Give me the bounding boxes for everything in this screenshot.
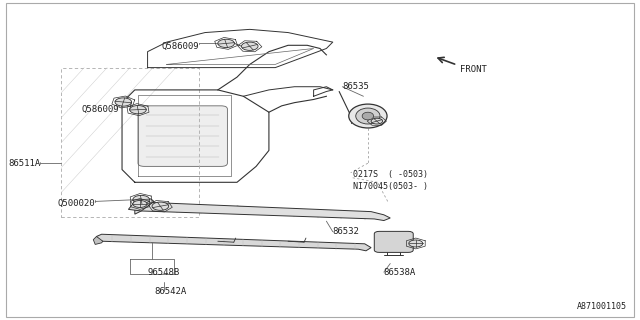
Circle shape <box>218 39 234 48</box>
Circle shape <box>133 196 150 204</box>
Ellipse shape <box>349 104 387 128</box>
Text: NI70045(0503- ): NI70045(0503- ) <box>353 182 428 191</box>
Circle shape <box>152 202 169 210</box>
Text: 96548B: 96548B <box>148 268 180 277</box>
Polygon shape <box>93 236 103 244</box>
Text: FRONT: FRONT <box>461 65 488 74</box>
Text: Q586009: Q586009 <box>81 105 119 114</box>
Circle shape <box>115 98 132 106</box>
Text: 86511A: 86511A <box>8 159 40 168</box>
Ellipse shape <box>356 108 380 124</box>
Circle shape <box>241 42 258 50</box>
Text: 86535: 86535 <box>342 82 369 91</box>
Text: Q586009: Q586009 <box>161 42 198 52</box>
Polygon shape <box>97 234 371 251</box>
Polygon shape <box>135 202 390 220</box>
Text: A871001105: A871001105 <box>577 302 627 311</box>
Text: 86542A: 86542A <box>154 287 186 296</box>
FancyBboxPatch shape <box>374 231 413 252</box>
Ellipse shape <box>362 112 374 120</box>
Text: 86532: 86532 <box>333 227 360 236</box>
Circle shape <box>371 118 383 124</box>
Polygon shape <box>129 199 154 211</box>
Text: 0217S  ( -0503): 0217S ( -0503) <box>353 170 428 179</box>
Circle shape <box>409 240 423 247</box>
Circle shape <box>130 106 147 114</box>
Text: 86538A: 86538A <box>384 268 416 277</box>
Text: Q500020: Q500020 <box>58 198 95 207</box>
Circle shape <box>133 200 147 207</box>
FancyBboxPatch shape <box>138 106 227 166</box>
